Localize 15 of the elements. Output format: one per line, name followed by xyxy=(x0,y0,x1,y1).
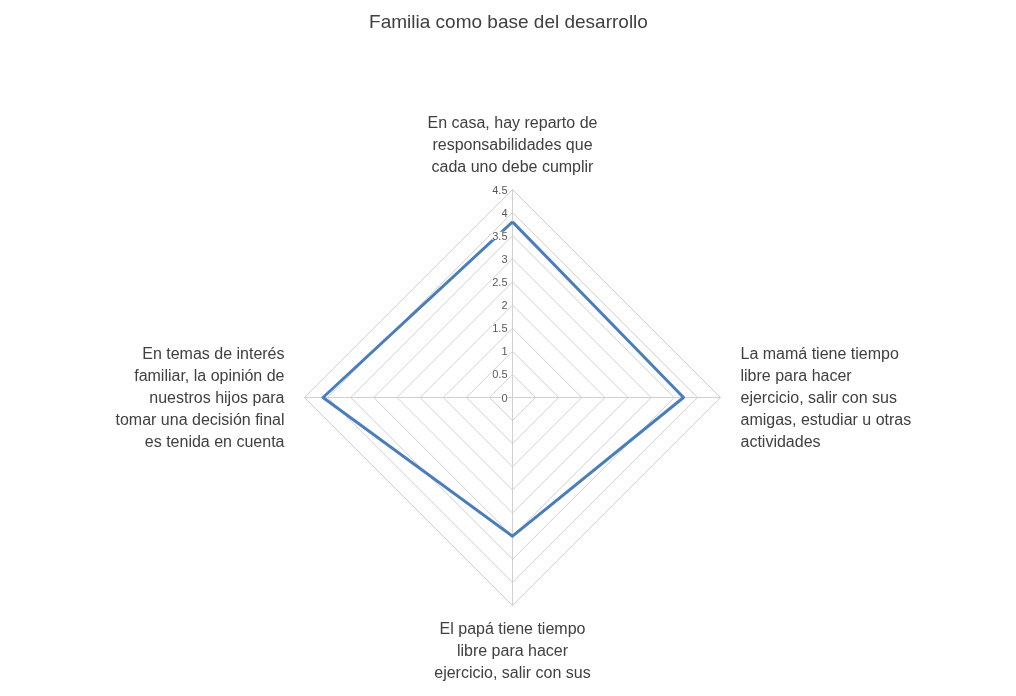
spoke-label: La mamá tiene tiempo libre para hacer ejercicio, salir con sus amigas, estudiar u otras actividades xyxy=(740,344,912,451)
y-tick-label: 1.5 xyxy=(492,322,508,335)
chart-title: Familia como base del desarrollo xyxy=(369,10,648,32)
y-tick-label: 0.5 xyxy=(492,368,508,381)
y-tick-label: 2.5 xyxy=(492,275,508,288)
y-tick-label: 2 xyxy=(501,299,508,312)
y-tick-label: 1 xyxy=(501,345,508,358)
spoke-label: En temas de interés familiar, la opinión de nuestros hijos para tomar una decisión final es tenida en cuenta xyxy=(115,344,285,451)
y-tick-label: 3 xyxy=(501,252,508,265)
spoke-label: En casa, hay reparto de responsabilidades que cada uno debe cumplir xyxy=(427,114,598,176)
spoke-label: El papá tiene tiempo libre para hacer ejercicio, salir con sus xyxy=(434,619,591,681)
y-tick-label: 4 xyxy=(501,206,508,219)
y-tick-label: 4.5 xyxy=(492,183,508,196)
y-tick-label: 0 xyxy=(501,391,508,404)
y-tick-label: 3.5 xyxy=(492,229,508,242)
